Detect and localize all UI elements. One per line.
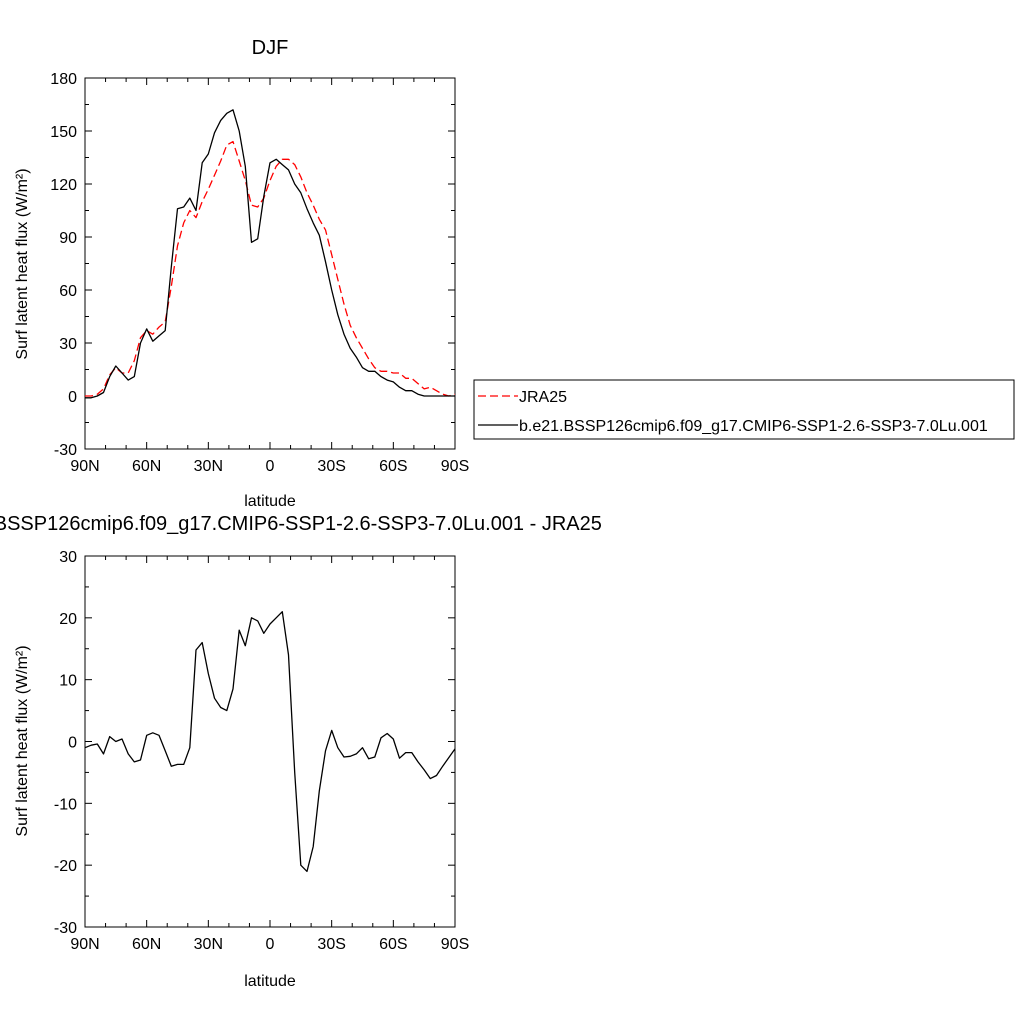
top-chart-lines xyxy=(85,109,456,399)
x-tick-label: 90N xyxy=(70,458,99,475)
y-tick-label: 0 xyxy=(68,389,77,406)
difference-series-line xyxy=(84,611,456,873)
top-chart: DJF latitude Surf latent heat flux (W/m²… xyxy=(14,37,469,510)
top-chart-ticks: 90N 60N 30N 0 30S 60S 90S -30 0 30 60 90 120 150 180 xyxy=(50,71,469,475)
bottom-chart-title: b.e21.BSSP126cmip6.f09_g17.CMIP6-SSP1-2.… xyxy=(0,513,602,535)
x-tick-label: 60S xyxy=(379,936,407,953)
jra25-series-line xyxy=(85,140,456,397)
bottom-chart-xlabel: latitude xyxy=(244,973,296,990)
x-tick-label: 60N xyxy=(132,458,161,475)
top-chart-title: DJF xyxy=(252,37,289,59)
x-tick-label: 30S xyxy=(317,936,345,953)
y-tick-label: 0 xyxy=(68,735,77,752)
y-tick-label: 150 xyxy=(50,124,77,141)
bottom-chart-plot-frame xyxy=(84,555,456,928)
y-tick-label: 20 xyxy=(59,611,77,628)
x-tick-label: 60N xyxy=(132,936,161,953)
x-tick-label: 30N xyxy=(194,458,223,475)
x-tick-label: 0 xyxy=(266,458,275,475)
x-tick-label: 90S xyxy=(441,458,469,475)
model-series-line xyxy=(85,109,455,399)
y-tick-label: -30 xyxy=(54,920,77,937)
top-chart-xlabel: latitude xyxy=(244,493,296,510)
y-tick-label: 30 xyxy=(59,336,77,353)
x-tick-label: 60S xyxy=(379,458,407,475)
x-tick-label: 90N xyxy=(70,936,99,953)
bottom-chart-lines xyxy=(84,611,456,873)
legend: JRA25 b.e21.BSSP126cmip6.f09_g17.CMIP6-S… xyxy=(473,379,1015,440)
y-tick-label: -10 xyxy=(54,796,77,813)
bottom-chart-ticks: 90N 60N 30N 0 30S 60S 90S -30 -20 -10 0 10 20 30 xyxy=(54,549,469,953)
bottom-chart: b.e21.BSSP126cmip6.f09_g17.CMIP6-SSP1-2.… xyxy=(0,513,602,990)
x-tick-label: 30N xyxy=(194,936,223,953)
y-tick-label: 120 xyxy=(50,177,77,194)
x-tick-label: 30S xyxy=(317,458,345,475)
top-chart-ylabel: Surf latent heat flux (W/m²) xyxy=(14,168,31,359)
y-tick-label: 90 xyxy=(59,230,77,247)
legend-model-label: b.e21.BSSP126cmip6.f09_g17.CMIP6-SSP1-2.… xyxy=(519,418,988,435)
y-tick-label: 30 xyxy=(59,549,77,566)
y-tick-label: 10 xyxy=(59,673,77,690)
x-tick-label: 90S xyxy=(441,936,469,953)
legend-jra25-label: JRA25 xyxy=(519,389,567,406)
legend-box xyxy=(473,379,1015,440)
bottom-chart-ylabel: Surf latent heat flux (W/m²) xyxy=(14,645,31,836)
top-chart-plot-frame xyxy=(84,77,456,450)
y-tick-label: 60 xyxy=(59,283,77,300)
x-tick-label: 0 xyxy=(266,936,275,953)
y-tick-label: 180 xyxy=(50,71,77,88)
y-tick-label: -20 xyxy=(54,858,77,875)
y-tick-label: -30 xyxy=(54,442,77,459)
